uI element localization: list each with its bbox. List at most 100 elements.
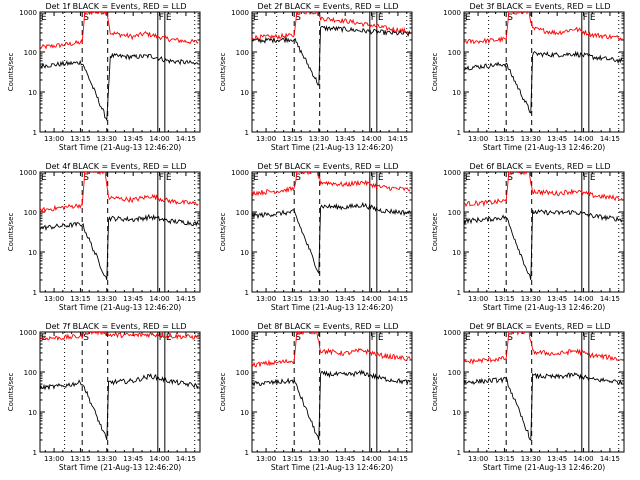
chart-panel-6: Det 6f BLACK = Events, RED = LLD 1 10 100 10… — [431, 162, 625, 312]
y-tick-label: 1000 — [231, 329, 249, 337]
x-axis-label: Start Time (21-Aug-13 12:46:20) — [59, 303, 181, 312]
y-tick-label: 1 — [33, 449, 37, 457]
chart-panel-3: Det 3f BLACK = Events, RED = LLD 1 10 100 10… — [431, 2, 625, 152]
x-tick-label: 14:00 — [361, 295, 381, 303]
event-marker-label: E — [465, 13, 471, 23]
series-group — [464, 12, 623, 114]
y-tick-label: 100 — [24, 369, 37, 377]
lld-series-line — [40, 332, 199, 342]
x-tick-label: 13:15 — [282, 455, 302, 463]
event-marker-label: E — [465, 173, 471, 183]
x-tick-label: 13:30 — [521, 135, 541, 143]
chart-panel-2: Det 2f BLACK = Events, RED = LLD 1 10 100 10… — [219, 2, 413, 152]
x-tick-label: 14:15 — [600, 295, 620, 303]
event-marker-label: F — [371, 173, 376, 183]
x-tick-label: 14:00 — [149, 295, 169, 303]
plot-frame — [39, 11, 201, 133]
x-tick-label: 14:00 — [149, 455, 169, 463]
x-tick-label: 14:00 — [573, 295, 593, 303]
y-tick-label: 1000 — [443, 169, 461, 177]
x-tick-label: 14:00 — [361, 455, 381, 463]
events-series-line — [464, 50, 623, 114]
chart-title: Det 2f BLACK = Events, RED = LLD — [257, 2, 398, 11]
y-tick-label: 10 — [240, 409, 249, 417]
y-tick-label: 10 — [240, 89, 249, 97]
x-tick-label: 13:15 — [70, 455, 90, 463]
y-tick-label: 1 — [245, 449, 249, 457]
x-tick-label: 13:45 — [123, 295, 143, 303]
y-tick-label: 10 — [28, 249, 37, 257]
x-tick-label: 13:00 — [44, 135, 64, 143]
y-tick-label: 1000 — [443, 329, 461, 337]
event-marker-label: S — [507, 333, 513, 343]
plot-frame — [39, 331, 201, 453]
lld-series-line — [252, 12, 411, 41]
y-tick-label: 1000 — [19, 169, 37, 177]
lld-series-line — [40, 172, 199, 214]
event-marker-label: E — [590, 13, 596, 23]
event-marker-label: S — [295, 333, 301, 343]
chart-title: Det 7f BLACK = Events, RED = LLD — [45, 322, 186, 331]
x-tick-label: 13:15 — [282, 135, 302, 143]
event-marker-label: E — [378, 173, 384, 183]
y-axis-label: Counts/sec — [431, 373, 439, 412]
plot-frame — [463, 171, 625, 293]
x-axis-label: Start Time (21-Aug-13 12:46:20) — [59, 143, 181, 152]
lld-series-line — [464, 332, 623, 365]
x-tick-label: 13:15 — [494, 135, 514, 143]
chart-panel-1: Det 1f BLACK = Events, RED = LLD 1 10 100 10… — [7, 2, 201, 152]
event-marker-label: F — [583, 13, 588, 23]
event-marker-label: E — [465, 333, 471, 343]
event-marker-label: F — [159, 333, 164, 343]
chart-title: Det 8f BLACK = Events, RED = LLD — [257, 322, 398, 331]
x-tick-label: 14:00 — [361, 135, 381, 143]
y-tick-label: 1 — [33, 289, 37, 297]
lld-series-line — [252, 172, 411, 197]
x-tick-label: 13:00 — [468, 135, 488, 143]
x-tick-label: 14:00 — [149, 135, 169, 143]
events-series-line — [464, 372, 623, 441]
chart-title: Det 1f BLACK = Events, RED = LLD — [45, 2, 186, 11]
x-tick-label: 13:45 — [335, 295, 355, 303]
series-group — [464, 332, 623, 441]
event-marker-label: E — [166, 333, 172, 343]
y-tick-label: 1 — [245, 289, 249, 297]
y-tick-label: 100 — [236, 369, 249, 377]
y-tick-label: 1 — [245, 129, 249, 137]
x-tick-label: 14:00 — [573, 455, 593, 463]
y-tick-label: 1 — [457, 289, 461, 297]
chart-panel-9: Det 9f BLACK = Events, RED = LLD 1 10 100 10… — [431, 322, 625, 472]
series-group — [40, 172, 199, 281]
plot-frame — [39, 171, 201, 293]
plot-frame — [251, 171, 413, 293]
event-marker-label: E — [166, 13, 172, 23]
x-axis-label: Start Time (21-Aug-13 12:46:20) — [483, 143, 605, 152]
event-marker-label: E — [166, 173, 172, 183]
event-marker-label: S — [507, 173, 513, 183]
event-marker-label: F — [583, 333, 588, 343]
y-tick-label: 1000 — [19, 9, 37, 17]
y-tick-label: 10 — [452, 409, 461, 417]
x-tick-label: 13:30 — [521, 295, 541, 303]
y-tick-label: 100 — [448, 209, 461, 217]
y-axis-label: Counts/sec — [7, 213, 15, 252]
y-axis-label: Counts/sec — [219, 53, 227, 92]
y-axis-label: Counts/sec — [219, 213, 227, 252]
event-marker-label: E — [253, 13, 259, 23]
y-tick-label: 1000 — [443, 9, 461, 17]
x-tick-label: 13:00 — [468, 295, 488, 303]
x-tick-label: 13:00 — [44, 455, 64, 463]
event-marker-label: F — [159, 13, 164, 23]
y-tick-label: 10 — [28, 89, 37, 97]
event-marker-label: S — [83, 13, 89, 23]
y-axis-label: Counts/sec — [431, 53, 439, 92]
event-marker-label: F — [583, 173, 588, 183]
chart-title: Det 9f BLACK = Events, RED = LLD — [469, 322, 610, 331]
y-tick-label: 1000 — [231, 169, 249, 177]
y-tick-label: 1000 — [231, 9, 249, 17]
y-tick-label: 1000 — [19, 329, 37, 337]
x-tick-label: 14:15 — [176, 455, 196, 463]
plot-frame — [463, 11, 625, 133]
x-tick-label: 14:15 — [176, 295, 196, 303]
